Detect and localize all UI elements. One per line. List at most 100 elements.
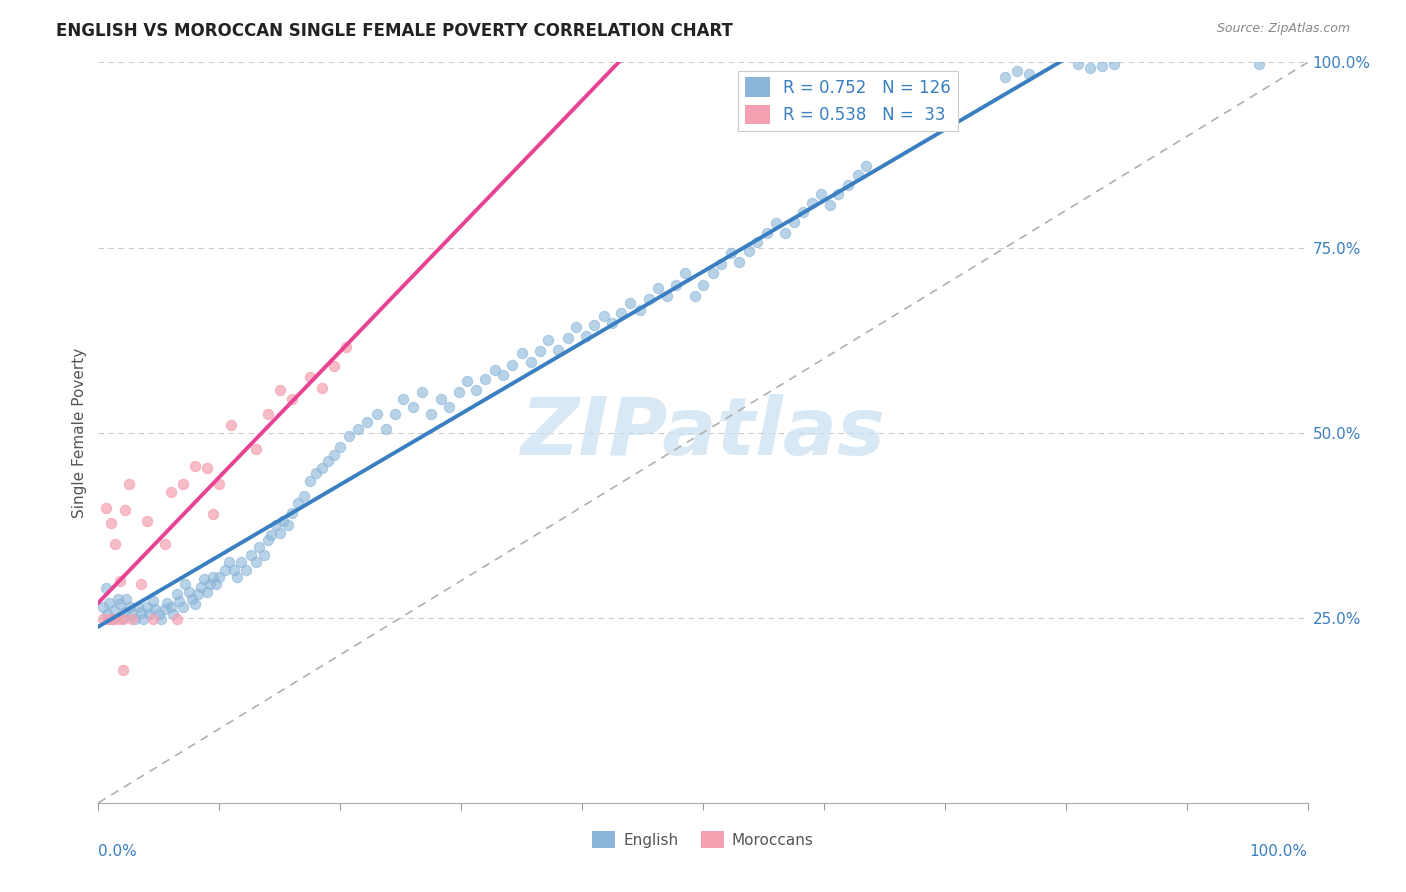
Point <box>311 461 333 475</box>
Point <box>269 383 291 397</box>
Point <box>118 599 141 614</box>
Point <box>683 288 706 302</box>
Point <box>107 592 129 607</box>
Point <box>855 159 877 173</box>
Point <box>153 602 176 616</box>
Point <box>720 246 742 260</box>
Point <box>187 587 209 601</box>
Point <box>156 596 179 610</box>
Legend: English, Moroccans: English, Moroccans <box>586 824 820 855</box>
Point <box>104 536 127 550</box>
Point <box>765 216 787 230</box>
Point <box>269 525 291 540</box>
Point <box>456 374 478 388</box>
Point <box>94 501 117 516</box>
Point <box>111 610 134 624</box>
Point <box>111 663 134 677</box>
Point <box>846 168 869 182</box>
Point <box>356 415 378 429</box>
Point <box>994 70 1017 85</box>
Point <box>464 383 486 397</box>
Point <box>180 592 202 607</box>
Point <box>575 329 598 343</box>
Point <box>208 570 231 584</box>
Point <box>375 422 398 436</box>
Point <box>337 429 360 443</box>
Point <box>222 563 245 577</box>
Point <box>1102 57 1125 71</box>
Point <box>347 422 370 436</box>
Point <box>665 277 688 292</box>
Point <box>221 418 243 433</box>
Point <box>97 612 120 626</box>
Text: Source: ZipAtlas.com: Source: ZipAtlas.com <box>1216 22 1350 36</box>
Point <box>214 563 236 577</box>
Point <box>143 602 166 616</box>
Point <box>169 594 191 608</box>
Point <box>305 467 328 481</box>
Point <box>245 555 267 569</box>
Point <box>281 506 304 520</box>
Point <box>692 277 714 292</box>
Point <box>166 587 188 601</box>
Point <box>94 581 117 595</box>
Point <box>447 384 470 399</box>
Point <box>253 548 276 562</box>
Point <box>172 599 194 614</box>
Point <box>738 244 761 259</box>
Point <box>311 381 333 395</box>
Point <box>135 515 157 529</box>
Point <box>818 197 841 211</box>
Point <box>184 598 207 612</box>
Point <box>142 594 165 608</box>
Point <box>547 343 569 357</box>
Point <box>162 607 184 621</box>
Point <box>118 477 141 491</box>
Point <box>273 515 295 529</box>
Point <box>800 196 823 211</box>
Text: ENGLISH VS MOROCCAN SINGLE FEMALE POVERTY CORRELATION CHART: ENGLISH VS MOROCCAN SINGLE FEMALE POVERT… <box>56 22 733 40</box>
Y-axis label: Single Female Poverty: Single Female Poverty <box>72 348 87 517</box>
Point <box>492 368 515 382</box>
Point <box>655 288 678 302</box>
Point <box>1007 64 1029 78</box>
Point <box>256 533 278 547</box>
Point <box>323 359 346 373</box>
Point <box>747 235 769 249</box>
Point <box>247 541 270 555</box>
Point <box>127 599 149 614</box>
Point <box>316 454 339 468</box>
Point <box>773 226 796 240</box>
Point <box>202 570 225 584</box>
Point <box>124 612 146 626</box>
Point <box>323 448 346 462</box>
Point <box>160 484 183 499</box>
Point <box>91 599 114 614</box>
Point <box>138 607 160 621</box>
Point <box>166 612 188 626</box>
Point <box>710 257 733 271</box>
Point <box>150 612 173 626</box>
Point <box>198 577 221 591</box>
Point <box>239 548 262 562</box>
Point <box>245 442 267 456</box>
Point <box>1018 66 1040 80</box>
Point <box>114 503 136 517</box>
Point <box>537 333 560 347</box>
Point <box>179 584 201 599</box>
Point <box>114 605 136 619</box>
Point <box>702 267 724 281</box>
Point <box>411 384 433 399</box>
Point <box>153 536 176 550</box>
Point <box>148 607 170 621</box>
Point <box>429 392 451 407</box>
Point <box>260 528 283 542</box>
Point <box>1091 59 1114 73</box>
Point <box>101 612 124 626</box>
Point <box>142 612 165 626</box>
Point <box>111 612 134 626</box>
Point <box>121 612 143 626</box>
Point <box>174 577 197 591</box>
Point <box>329 441 352 455</box>
Point <box>172 477 194 491</box>
